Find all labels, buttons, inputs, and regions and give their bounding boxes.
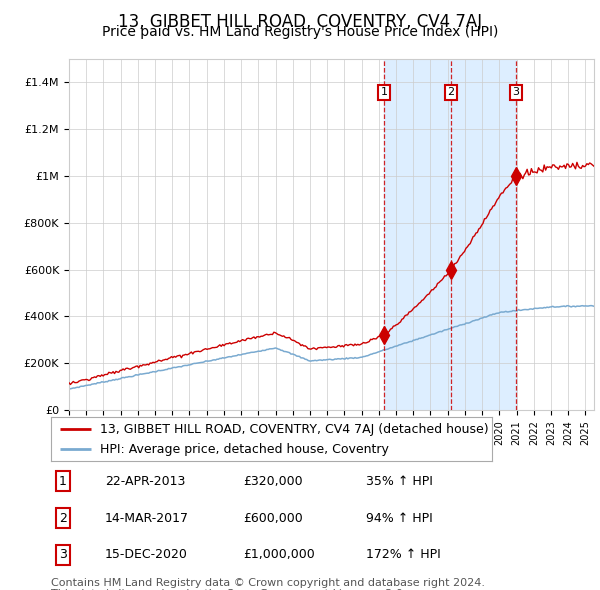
- Text: 3: 3: [59, 548, 67, 561]
- Text: Price paid vs. HM Land Registry's House Price Index (HPI): Price paid vs. HM Land Registry's House …: [102, 25, 498, 40]
- Text: 22-APR-2013: 22-APR-2013: [105, 475, 185, 488]
- Text: 94% ↑ HPI: 94% ↑ HPI: [366, 512, 433, 525]
- Text: 1: 1: [59, 475, 67, 488]
- Text: 2: 2: [59, 512, 67, 525]
- Bar: [384, 59, 516, 410]
- Text: Contains HM Land Registry data © Crown copyright and database right 2024.
This d: Contains HM Land Registry data © Crown c…: [51, 578, 485, 590]
- Text: 35% ↑ HPI: 35% ↑ HPI: [366, 475, 433, 488]
- Text: 13, GIBBET HILL ROAD, COVENTRY, CV4 7AJ: 13, GIBBET HILL ROAD, COVENTRY, CV4 7AJ: [118, 13, 482, 31]
- Text: 14-MAR-2017: 14-MAR-2017: [105, 512, 189, 525]
- Text: HPI: Average price, detached house, Coventry: HPI: Average price, detached house, Cove…: [100, 443, 388, 456]
- Text: 13, GIBBET HILL ROAD, COVENTRY, CV4 7AJ (detached house): 13, GIBBET HILL ROAD, COVENTRY, CV4 7AJ …: [100, 422, 488, 435]
- Text: 172% ↑ HPI: 172% ↑ HPI: [366, 548, 441, 561]
- Text: 15-DEC-2020: 15-DEC-2020: [105, 548, 188, 561]
- Text: £600,000: £600,000: [243, 512, 303, 525]
- Text: 2: 2: [448, 87, 455, 97]
- Text: £320,000: £320,000: [243, 475, 302, 488]
- Text: 3: 3: [512, 87, 520, 97]
- Text: £1,000,000: £1,000,000: [243, 548, 315, 561]
- Text: 1: 1: [380, 87, 388, 97]
